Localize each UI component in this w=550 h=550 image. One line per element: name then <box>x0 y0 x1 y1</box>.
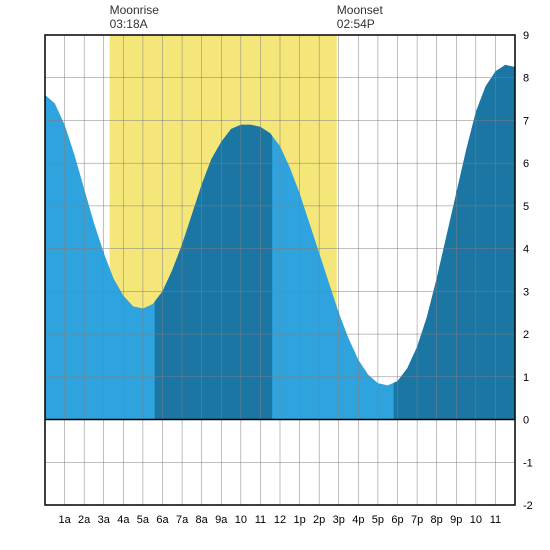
x-tick-label: 10 <box>470 514 482 526</box>
x-tick-label: 12 <box>274 514 286 526</box>
y-tick-label: 9 <box>523 30 529 42</box>
y-tick-label: 5 <box>523 201 529 213</box>
x-tick-label: 4a <box>117 514 130 526</box>
x-tick-label: 8p <box>431 514 443 526</box>
y-tick-label: 7 <box>523 115 529 127</box>
y-tick-label: 1 <box>523 372 529 384</box>
x-tick-label: 6p <box>391 514 403 526</box>
chart-svg: -2-101234567891a2a3a4a5a6a7a8a9a1011121p… <box>0 0 550 550</box>
header-title: Moonrise <box>110 3 160 17</box>
header-title: Moonset <box>337 3 384 17</box>
tide-chart: -2-101234567891a2a3a4a5a6a7a8a9a1011121p… <box>0 0 550 550</box>
x-tick-label: 11 <box>490 514 501 526</box>
y-tick-label: 6 <box>523 158 529 170</box>
y-tick-label: 3 <box>523 286 529 298</box>
x-tick-label: 3a <box>98 514 111 526</box>
y-tick-label: 8 <box>523 73 529 85</box>
header-value: 02:54P <box>337 17 375 31</box>
x-tick-label: 6a <box>156 514 169 526</box>
y-tick-label: -2 <box>523 500 533 512</box>
x-tick-label: 3p <box>333 514 345 526</box>
y-tick-label: 0 <box>523 415 529 427</box>
x-tick-label: 1p <box>293 514 305 526</box>
x-tick-label: 2p <box>313 514 325 526</box>
x-tick-label: 7p <box>411 514 423 526</box>
x-tick-label: 5p <box>372 514 384 526</box>
x-tick-label: 11 <box>255 514 266 526</box>
x-tick-label: 7a <box>176 514 189 526</box>
y-tick-label: 4 <box>523 244 529 256</box>
header-value: 03:18A <box>110 17 148 31</box>
x-tick-label: 9p <box>450 514 462 526</box>
y-tick-label: -1 <box>523 457 533 469</box>
x-tick-label: 2a <box>78 514 91 526</box>
x-tick-label: 9a <box>215 514 228 526</box>
y-tick-label: 2 <box>523 329 529 341</box>
x-tick-label: 1a <box>58 514 71 526</box>
x-tick-label: 4p <box>352 514 364 526</box>
x-tick-label: 8a <box>196 514 209 526</box>
x-tick-label: 10 <box>235 514 247 526</box>
x-tick-label: 5a <box>137 514 150 526</box>
